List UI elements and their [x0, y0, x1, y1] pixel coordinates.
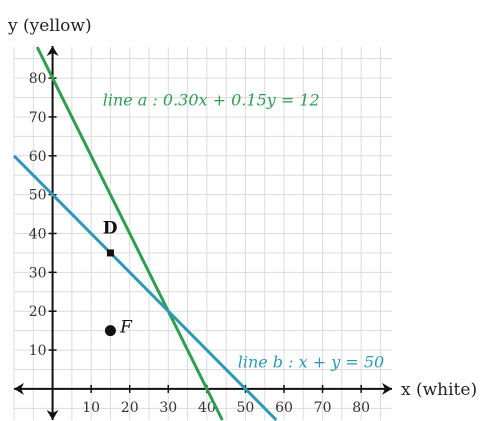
point-f-label: F: [119, 318, 133, 338]
grid: [13, 47, 392, 420]
series-lines: line a : 0.30x + 0.15y = 12 line b : x + …: [12, 46, 384, 421]
x-tick-label: 70: [314, 400, 332, 416]
point-d-marker: [106, 249, 114, 257]
point-f-marker: [104, 325, 116, 337]
y-axis-arrow-up-icon: [46, 46, 59, 56]
x-tick-label: 50: [237, 400, 255, 416]
x-axis-arrow-right-icon: [382, 382, 392, 395]
x-tick-label: 40: [198, 400, 216, 416]
x-tick-label: 10: [82, 400, 100, 416]
x-axis-label: x (white): [401, 380, 477, 400]
x-tick-label: 20: [121, 400, 139, 416]
y-tick-label: 70: [29, 110, 47, 126]
y-tick-label: 20: [29, 304, 47, 320]
series-label-b: line b : x + y = 50: [238, 353, 384, 372]
data-points: DF: [103, 219, 133, 338]
point-d-label: D: [103, 219, 118, 239]
y-tick-label: 50: [29, 188, 47, 204]
series-line-a: [35, 46, 224, 421]
x-tick-label: 80: [352, 400, 370, 416]
x-tick-label: 30: [159, 400, 177, 416]
y-axis-label: y (yellow): [7, 16, 92, 36]
x-axis-arrow-left-icon: [14, 382, 24, 395]
x-tick-label: 60: [275, 400, 293, 416]
y-axis-arrow-down-icon: [46, 410, 59, 420]
series-line-b: [12, 154, 278, 421]
series-label-a: line a : 0.30x + 0.15y = 12: [103, 90, 320, 109]
y-tick-label: 80: [29, 71, 47, 87]
y-tick-label: 30: [29, 265, 47, 281]
tick-labels: 10 20 30 40 50 60 70 80 10 20 30 40 50 60 70 80: [29, 71, 370, 416]
axes: [14, 46, 392, 420]
y-tick-label: 40: [29, 227, 47, 243]
y-tick-label: 60: [29, 149, 47, 165]
y-tick-label: 10: [29, 343, 47, 359]
